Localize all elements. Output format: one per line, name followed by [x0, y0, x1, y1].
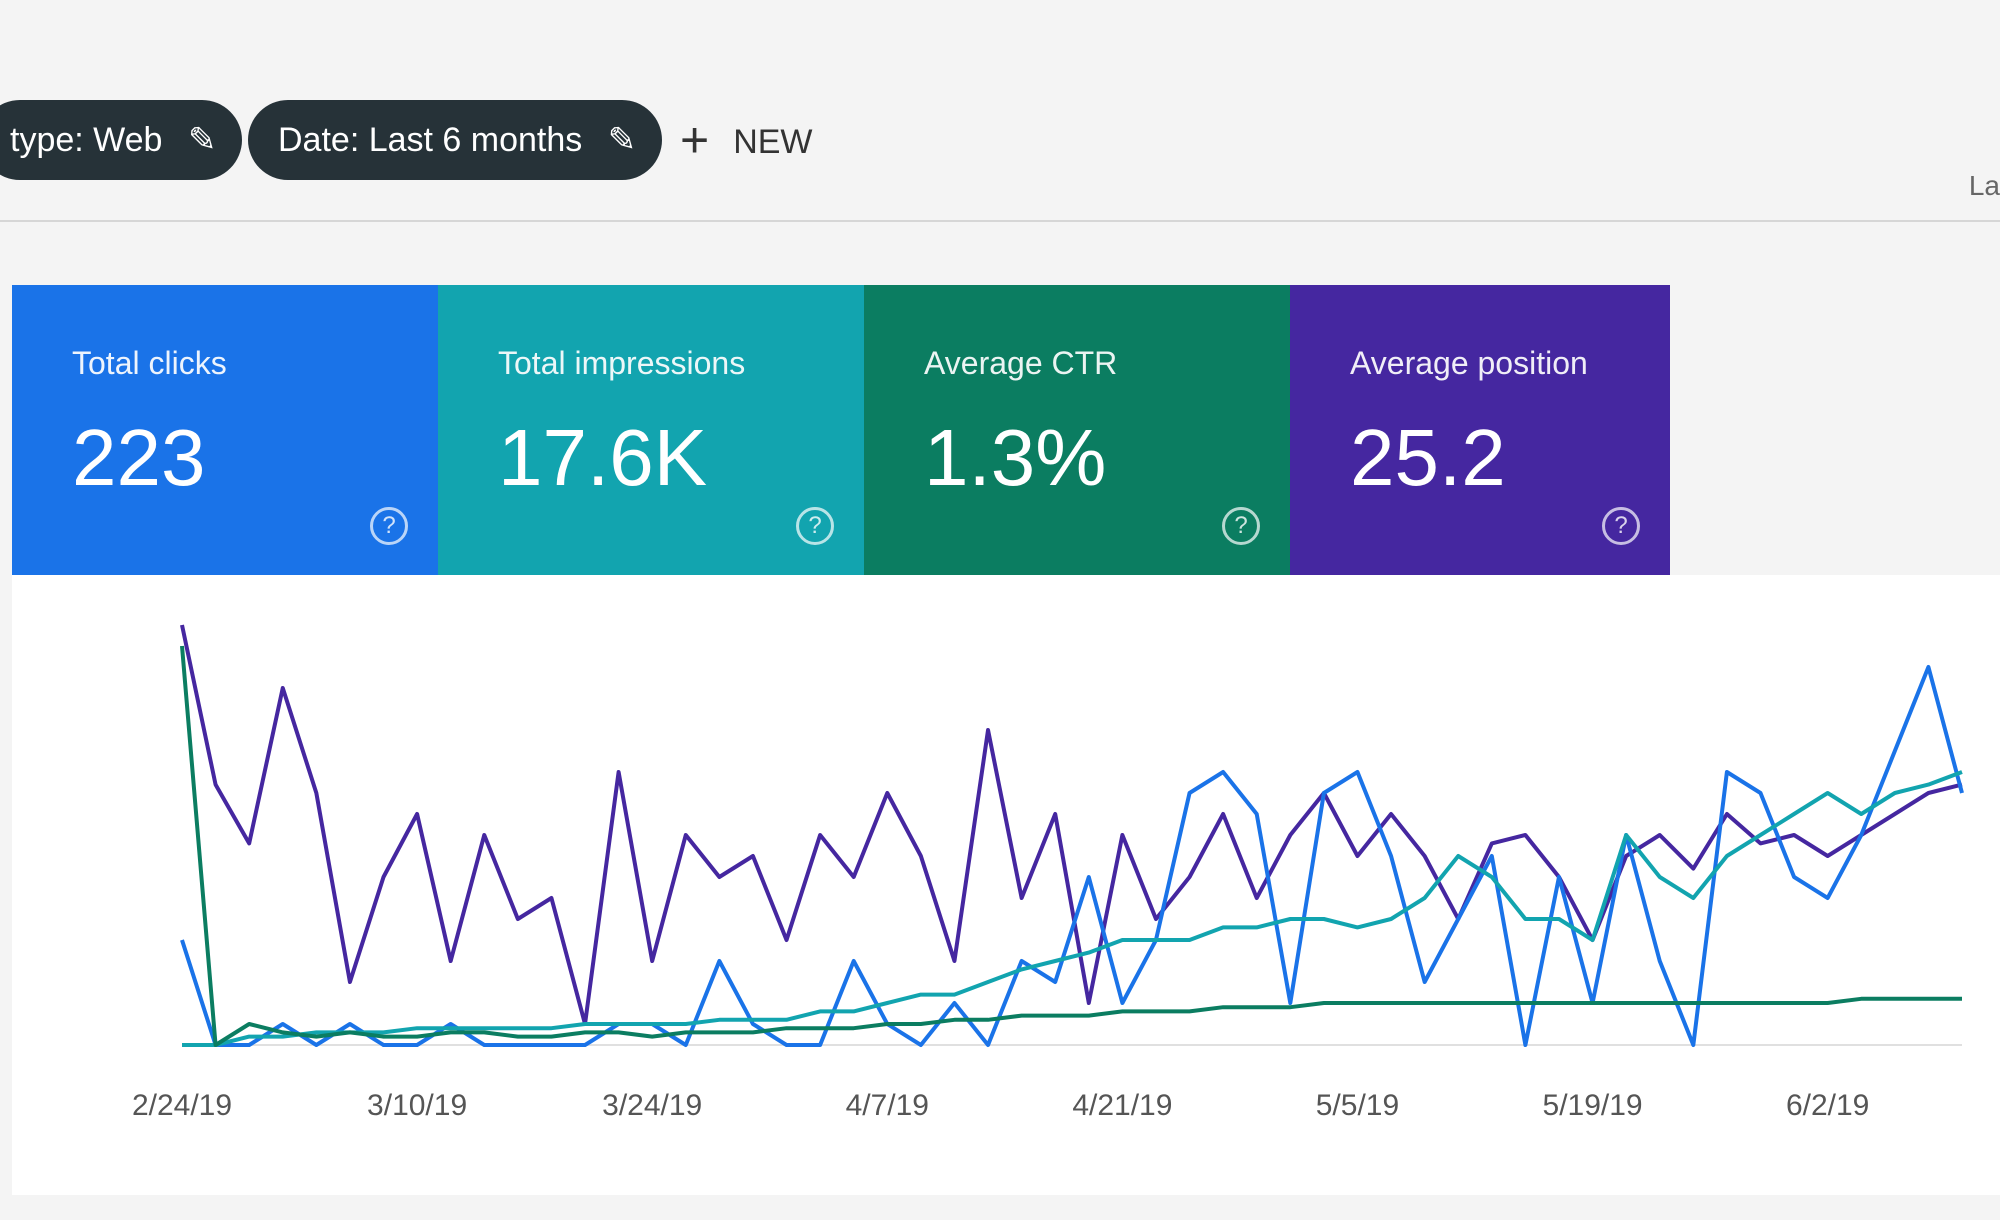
metric-value: 25.2 [1350, 413, 1506, 502]
metric-cards: Total clicks 223? Total impressions 17.6K?… [12, 285, 1670, 575]
filter-chip[interactable]: type: Web [0, 100, 243, 180]
metric-card[interactable]: Total clicks 223? [12, 285, 438, 575]
x-tick-label: 5/19/19 [1543, 1089, 1643, 1122]
metric-card[interactable]: Average CTR 1.3%? [864, 285, 1290, 575]
filter-chip[interactable]: Date: Last 6 months [248, 100, 663, 180]
filter-bar: type: Web Date: Last 6 months +NEW La [0, 90, 2000, 222]
metric-card[interactable]: Average position 25.2? [1290, 285, 1670, 575]
new-filter-button[interactable]: + NEW [680, 112, 813, 168]
metric-value: 223 [72, 413, 206, 502]
metric-value: 1.3% [924, 413, 1107, 502]
data-line [180, 645, 1962, 1047]
help-icon[interactable]: ? [370, 507, 408, 545]
x-tick-label: 3/24/19 [602, 1089, 702, 1122]
metric-label: Total clicks [72, 345, 227, 381]
metric-label: Average CTR [924, 345, 1118, 381]
metric-card[interactable]: Total impressions 17.6K? [438, 285, 864, 575]
x-tick-label: 4/7/19 [846, 1089, 929, 1122]
data-line [180, 624, 1963, 1026]
x-tick-label: 6/2/19 [1786, 1089, 1869, 1122]
metric-label: Total impressions [498, 345, 746, 381]
chart-panel: 2/24/19 3/10/19 3/24/19 4/7/19 4/21/19 5/5/19… [12, 575, 2000, 1195]
button-label: NEW [733, 123, 813, 161]
truncated-text: La [1968, 170, 2000, 201]
x-tick-label: 5/5/19 [1316, 1089, 1399, 1122]
x-tick-label: 4/21/19 [1072, 1089, 1172, 1122]
chart: 2/24/19 3/10/19 3/24/19 4/7/19 4/21/19 5/5/19… [132, 624, 1964, 1122]
data-line [182, 770, 1963, 1047]
help-icon[interactable]: ? [1602, 507, 1640, 545]
metric-label: Average position [1350, 345, 1588, 381]
data-line [180, 665, 1964, 1047]
help-icon[interactable]: ? [1222, 507, 1260, 545]
metric-value: 17.6K [498, 413, 708, 502]
x-tick-label: 3/10/19 [367, 1089, 467, 1122]
x-tick-label: 2/24/19 [132, 1089, 232, 1122]
help-icon[interactable]: ? [796, 507, 834, 545]
